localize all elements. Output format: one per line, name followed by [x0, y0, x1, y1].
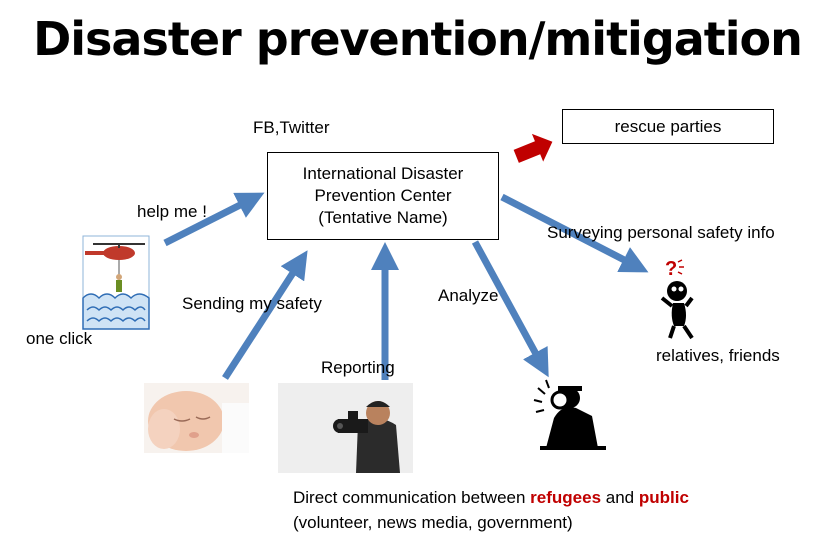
- disaster-center-box: International Disaster Prevention Center…: [267, 152, 499, 240]
- red-arrow-icon: [513, 133, 553, 163]
- center-line-1: International Disaster: [302, 164, 464, 183]
- worried-person-icon: ?: [660, 258, 694, 340]
- sending-safety-label: Sending my safety: [182, 294, 322, 313]
- one-click-label: one click: [26, 329, 93, 348]
- reporting-label: Reporting: [321, 358, 395, 377]
- bottom-description: Direct communication between refugees an…: [293, 485, 689, 535]
- center-line-3: (Tentative Name): [318, 208, 448, 227]
- public-word: public: [638, 488, 689, 507]
- baby-photo: [144, 383, 249, 453]
- fb-twitter-label: FB,Twitter: [253, 118, 330, 137]
- arrow-analyze: [471, 240, 549, 378]
- help-me-label: help me !: [137, 202, 207, 221]
- bottom-line-1: Direct communication between refugees an…: [293, 485, 689, 510]
- page-title: Disaster prevention/mitigation: [33, 12, 803, 66]
- surveying-label: Surveying personal safety info: [547, 223, 775, 242]
- arrow-helpme: [163, 192, 265, 247]
- cameraman-photo: [278, 383, 413, 473]
- arrow-sending: [222, 250, 308, 380]
- refugees-word: refugees: [530, 488, 602, 507]
- bottom-pre: Direct communication between: [293, 488, 531, 507]
- analyst-silhouette-icon: [533, 379, 606, 450]
- center-line-2: Prevention Center: [314, 186, 452, 205]
- helicopter-rescue-icon: [82, 235, 150, 330]
- bottom-mid: and: [601, 488, 639, 507]
- analyze-label: Analyze: [438, 286, 499, 305]
- arrow-surveying: [500, 193, 649, 273]
- rescue-parties-box: rescue parties: [562, 109, 774, 144]
- bottom-line-2: (volunteer, news media, government): [293, 513, 573, 532]
- svg-text:?: ?: [665, 258, 677, 280]
- relatives-label: relatives, friends: [656, 346, 780, 365]
